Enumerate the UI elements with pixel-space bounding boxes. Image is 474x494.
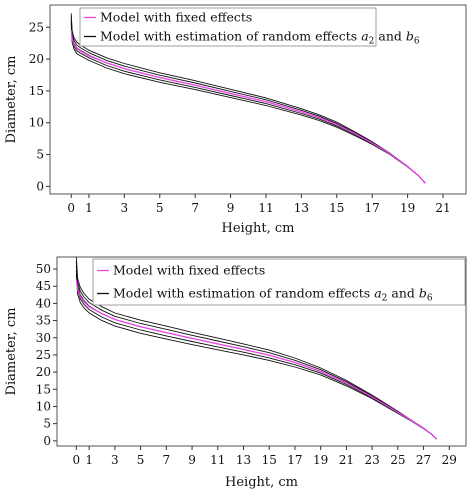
y-tick-label: 0 xyxy=(36,179,44,193)
series-random-effects-line-5 xyxy=(70,13,426,184)
y-tick-label: 0 xyxy=(43,434,51,448)
x-tick-label: 0 xyxy=(67,201,75,215)
y-tick-label: 20 xyxy=(36,365,51,379)
x-tick-label: 9 xyxy=(227,201,235,215)
x-tick-label: 29 xyxy=(442,453,457,467)
x-tick-label: 1 xyxy=(85,201,93,215)
y-tick-label: 15 xyxy=(29,84,44,98)
x-tick-label: 17 xyxy=(365,201,380,215)
y-tick-label: 35 xyxy=(36,314,51,328)
legend-sub-a: 2 xyxy=(369,37,375,47)
x-tick-label: 17 xyxy=(287,453,302,467)
legend-text-part: Model with estimation of random effects xyxy=(100,29,361,44)
legend: Model with fixed effects Model with estim… xyxy=(79,7,420,47)
legend-text-part: Model with estimation of random effects xyxy=(113,286,374,301)
y-tick-label: 25 xyxy=(36,348,51,362)
y-tick-label: 45 xyxy=(36,279,51,293)
y-tick-label: 40 xyxy=(36,296,51,310)
plot-frame xyxy=(49,4,467,195)
legend-sub-b: 6 xyxy=(427,294,433,304)
y-tick-label: 25 xyxy=(29,20,44,34)
legend-text-and: and xyxy=(374,29,405,44)
x-tick-label: 13 xyxy=(294,201,309,215)
y-tick-label: 20 xyxy=(29,52,44,66)
y-axis-title: Diameter, cm xyxy=(4,56,19,144)
legend-math-b: b xyxy=(406,29,414,44)
series-random-effects-line-1 xyxy=(70,24,426,184)
y-tick-label: 10 xyxy=(29,116,44,130)
x-tick-label: 13 xyxy=(236,453,251,467)
x-tick-label: 15 xyxy=(262,453,277,467)
x-tick-label: 21 xyxy=(435,201,450,215)
series-fixed-effects-line xyxy=(75,279,437,440)
x-tick-label: 15 xyxy=(329,201,344,215)
x-tick-label: 1 xyxy=(85,453,93,467)
x-tick-label: 0 xyxy=(72,453,80,467)
x-tick-label: 7 xyxy=(163,453,171,467)
legend-math-b: b xyxy=(419,286,427,301)
x-tick-label: 27 xyxy=(416,453,431,467)
x-tick-label: 19 xyxy=(400,201,415,215)
x-tick-label: 3 xyxy=(121,201,129,215)
legend-box xyxy=(79,7,377,47)
legend-sub-b: 6 xyxy=(414,37,420,47)
x-tick-label: 5 xyxy=(156,201,164,215)
x-tick-label: 11 xyxy=(210,453,225,467)
legend-label-1: Model with fixed effects xyxy=(100,10,252,25)
legend-label-2: Model with estimation of random effects … xyxy=(113,286,433,304)
legend-math-a: a xyxy=(374,286,381,301)
x-tick-label: 9 xyxy=(188,453,196,467)
x-tick-label: 3 xyxy=(111,453,119,467)
x-axis-title: Height, cm xyxy=(222,221,295,236)
legend-label-2: Model with estimation of random effects … xyxy=(100,29,420,47)
legend-text-part: Model with fixed effects xyxy=(100,10,252,25)
series-fixed-effects-line xyxy=(70,30,426,184)
x-tick-label: 11 xyxy=(258,201,273,215)
y-tick-label: 30 xyxy=(36,331,51,345)
y-tick-label: 15 xyxy=(36,382,51,396)
legend-sub-a: 2 xyxy=(382,294,388,304)
plot-area xyxy=(70,13,426,184)
plot-area xyxy=(75,257,437,440)
legend-text-part: Model with fixed effects xyxy=(113,263,265,278)
x-tick-label: 5 xyxy=(137,453,145,467)
y-tick-label: 50 xyxy=(36,262,51,276)
y-tick-label: 10 xyxy=(36,399,51,413)
legend-box xyxy=(92,258,466,306)
x-tick-label: 21 xyxy=(339,453,354,467)
legend-label-1: Model with fixed effects xyxy=(113,263,265,278)
x-axis-title: Height, cm xyxy=(225,475,298,490)
y-axis-title: Diameter, cm xyxy=(4,308,19,396)
legend: Model with fixed effects Model with estim… xyxy=(92,258,466,306)
plot-frame xyxy=(56,256,467,447)
legend-math-a: a xyxy=(361,29,368,44)
y-tick-label: 5 xyxy=(36,148,44,162)
x-tick-label: 19 xyxy=(313,453,328,467)
x-tick-label: 23 xyxy=(364,453,379,467)
legend-text-and: and xyxy=(387,286,418,301)
x-tick-label: 7 xyxy=(191,201,199,215)
y-tick-label: 5 xyxy=(43,417,51,431)
x-tick-label: 25 xyxy=(390,453,405,467)
